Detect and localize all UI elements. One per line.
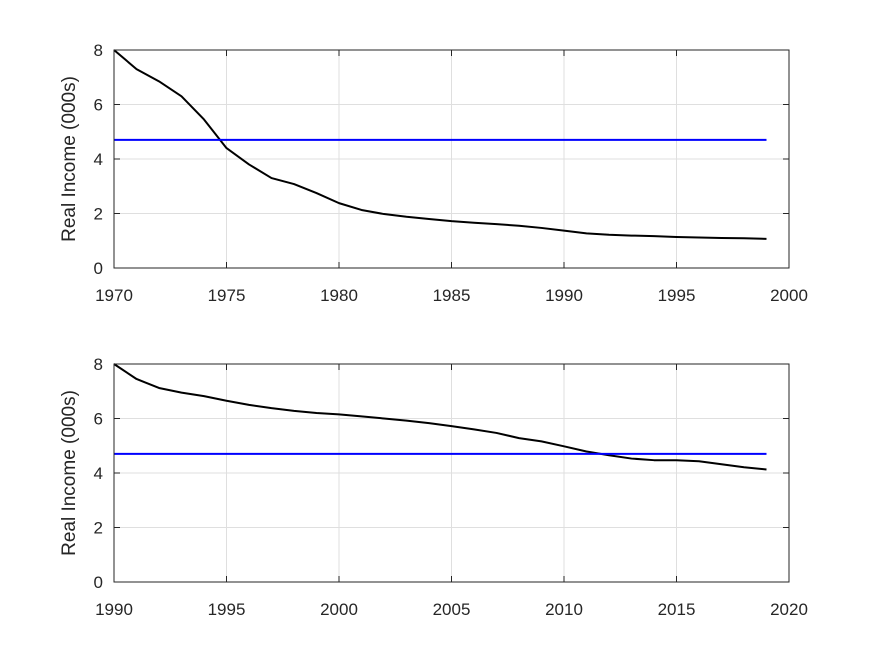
x-tick-label: 2020 (770, 600, 808, 619)
y-tick-label: 0 (94, 573, 103, 592)
y-axis-label: Real Income (000s) (59, 390, 80, 556)
y-tick-label: 6 (94, 96, 103, 115)
y-tick-label: 2 (94, 205, 103, 224)
y-axis-label: Real Income (000s) (59, 76, 80, 242)
x-tick-label: 2000 (770, 286, 808, 305)
income-series-line (113, 49, 767, 240)
x-tick-label: 1995 (658, 286, 696, 305)
y-tick-label: 4 (94, 150, 103, 169)
x-tick-label: 2015 (658, 600, 696, 619)
x-tick-label: 2005 (433, 600, 471, 619)
x-tick-label: 1970 (95, 286, 133, 305)
x-tick-label: 1995 (208, 600, 246, 619)
y-tick-label: 4 (94, 464, 103, 483)
bottom-panel: 1990 1995 2000 2005 2010 2015 2020 0 2 4 6 8 Real In… (59, 355, 808, 619)
income-series-line (113, 363, 767, 471)
x-tick-label: 2010 (545, 600, 583, 619)
x-tick-label: 1990 (545, 286, 583, 305)
top-panel: 1970 1975 1980 1985 1990 1995 2000 0 2 4 6 8 Real In… (59, 41, 808, 305)
y-tick-label: 8 (94, 41, 103, 60)
x-tick-label: 1985 (433, 286, 471, 305)
x-tick-label: 1975 (208, 286, 246, 305)
x-tick-label: 2000 (320, 600, 358, 619)
x-tick-label: 1980 (320, 286, 358, 305)
x-tick-label: 1990 (95, 600, 133, 619)
y-tick-label: 8 (94, 355, 103, 374)
y-tick-label: 6 (94, 410, 103, 429)
y-tick-label: 0 (94, 259, 103, 278)
y-tick-label: 2 (94, 519, 103, 538)
